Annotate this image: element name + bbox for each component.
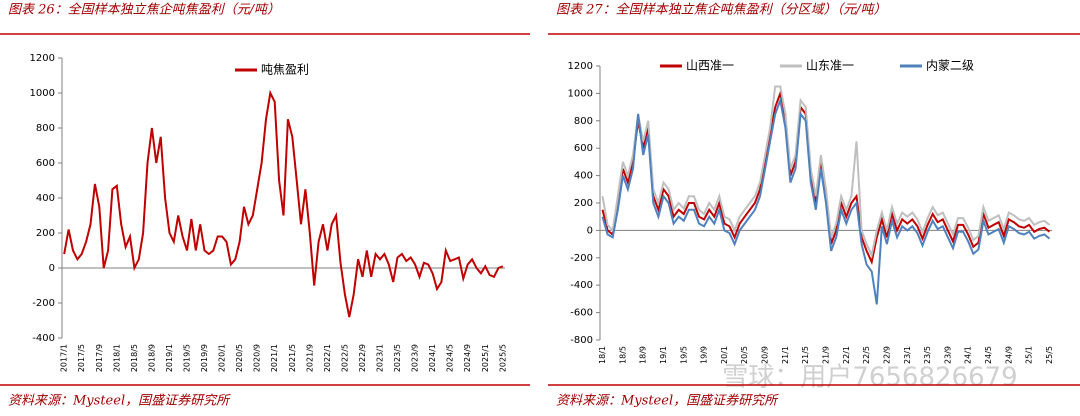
legend-label: 吨焦盈利	[261, 63, 309, 77]
y-tick-label: -200	[570, 253, 593, 264]
y-tick-label: 1000	[568, 88, 593, 99]
series-line	[601, 85, 1051, 259]
x-tick-label: 22/9	[882, 346, 891, 364]
x-tick-label: 25/1	[1025, 346, 1034, 364]
x-tick-label: 23/1	[903, 346, 912, 364]
y-tick-label: 1000	[30, 88, 55, 99]
x-tick-label: 2017/1	[60, 344, 69, 372]
x-tick-label: 2019/9	[200, 344, 209, 372]
y-tick-label: 200	[36, 228, 55, 239]
y-tick-label: 0	[587, 225, 593, 236]
x-tick-label: 2024/1	[428, 344, 437, 372]
y-tick-label: 800	[574, 116, 593, 127]
y-tick-label: -800	[570, 335, 593, 346]
y-tick-label: 1200	[30, 53, 55, 64]
x-tick-label: 2023/5	[393, 344, 402, 372]
chart-title: 图表 27：全国样本独立焦企吨焦盈利（分区域）（元/吨）	[556, 2, 887, 18]
x-tick-label: 2021/9	[305, 344, 314, 372]
x-tick-label: 24/9	[1004, 346, 1013, 364]
x-tick-label: 22/1	[842, 346, 851, 364]
x-tick-label: 2018/5	[130, 344, 139, 372]
x-tick-label: 24/1	[964, 346, 973, 364]
x-tick-label: 22/5	[862, 346, 871, 364]
x-tick-label: 21/5	[801, 346, 810, 364]
x-tick-label: 2019/5	[183, 344, 192, 372]
source-note: 资料来源：Mysteel，国盛证券研究所	[8, 393, 231, 409]
x-tick-label: 2019/1	[165, 344, 174, 372]
series-line	[63, 89, 504, 318]
y-tick-label: -400	[570, 280, 593, 291]
x-tick-label: 2017/9	[95, 344, 104, 372]
x-tick-label: 2023/9	[411, 344, 420, 372]
x-tick-label: 2022/1	[323, 344, 332, 372]
x-tick-label: 2017/5	[77, 344, 86, 372]
y-tick-label: 800	[36, 123, 55, 134]
x-tick-label: 23/9	[943, 346, 952, 364]
y-tick-label: 0	[49, 263, 55, 274]
x-tick-label: 21/9	[822, 346, 831, 364]
x-tick-label: 2021/1	[270, 344, 279, 372]
x-tick-label: 2025/5	[498, 344, 507, 372]
x-tick-label: 21/1	[781, 346, 790, 364]
series-line	[601, 96, 1051, 305]
x-tick-label: 2022/9	[358, 344, 367, 372]
y-tick-label: -600	[570, 308, 593, 319]
x-tick-label: 2018/1	[112, 344, 121, 372]
y-tick-label: 400	[574, 171, 593, 182]
series-line	[601, 89, 1051, 266]
x-tick-label: 19/1	[659, 346, 668, 364]
x-tick-label: 2020/5	[235, 344, 244, 372]
x-tick-label: 18/1	[598, 346, 607, 364]
x-tick-label: 23/5	[923, 346, 932, 364]
x-tick-label: 2024/9	[463, 344, 472, 372]
x-tick-label: 20/9	[761, 346, 770, 364]
chart-title: 图表 26：全国样本独立焦企吨焦盈利（元/吨）	[8, 2, 280, 18]
legend-label: 山东准一	[806, 59, 854, 73]
x-tick-label: 2020/9	[253, 344, 262, 372]
x-tick-label: 2021/5	[288, 344, 297, 372]
y-tick-label: -400	[32, 333, 55, 344]
x-tick-label: 2020/1	[218, 344, 227, 372]
x-tick-label: 2022/5	[340, 344, 349, 372]
x-tick-label: 25/5	[1045, 346, 1054, 364]
x-tick-label: 20/5	[740, 346, 749, 364]
legend-label: 内蒙二级	[926, 59, 974, 73]
y-tick-label: -200	[32, 298, 55, 309]
x-tick-label: 2018/9	[147, 344, 156, 372]
x-tick-label: 2023/1	[375, 344, 384, 372]
legend-label: 山西准一	[686, 59, 734, 73]
x-tick-label: 24/5	[984, 346, 993, 364]
x-tick-label: 18/5	[618, 346, 627, 364]
source-note: 资料来源：Mysteel，国盛证券研究所	[556, 393, 779, 409]
x-tick-label: 18/9	[639, 346, 648, 364]
x-tick-label: 19/9	[700, 346, 709, 364]
x-tick-label: 20/1	[720, 346, 729, 364]
watermark: 雪球：用户7656826679	[722, 363, 1017, 393]
y-tick-label: 600	[36, 158, 55, 169]
x-tick-label: 19/5	[679, 346, 688, 364]
x-tick-label: 2024/5	[446, 344, 455, 372]
y-tick-label: 1200	[568, 61, 593, 72]
y-tick-label: 600	[574, 143, 593, 154]
y-tick-label: 200	[574, 198, 593, 209]
x-tick-label: 2025/1	[481, 344, 490, 372]
y-tick-label: 400	[36, 193, 55, 204]
